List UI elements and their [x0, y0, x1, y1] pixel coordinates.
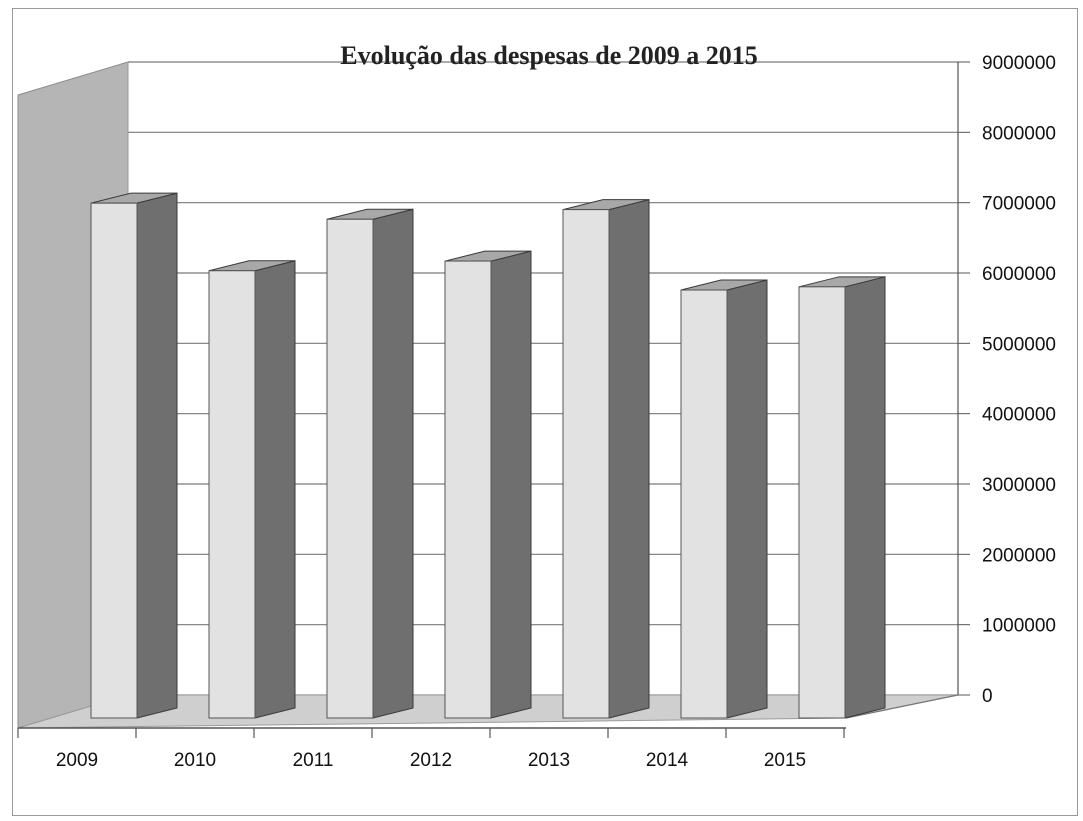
y-tick-label: 6000000 — [982, 264, 1056, 285]
bar-front — [326, 218, 374, 719]
x-tick-label: 2015 — [764, 750, 806, 771]
bar-side — [136, 192, 178, 719]
floor-edge — [845, 694, 959, 719]
bar-side — [844, 276, 886, 719]
bar-front — [208, 270, 256, 719]
bar-front — [444, 260, 492, 719]
bar-side — [372, 208, 414, 719]
bar-front — [562, 209, 610, 719]
y-tick-label: 4000000 — [982, 405, 1056, 426]
y-tick-label: 0 — [982, 686, 993, 707]
bar — [326, 208, 414, 719]
bar — [798, 276, 886, 719]
x-tick-label: 2009 — [56, 750, 98, 771]
bar — [562, 198, 650, 719]
x-tick-label: 2010 — [174, 750, 216, 771]
bar-side — [254, 260, 296, 719]
bar — [444, 250, 532, 719]
bar-front — [798, 286, 846, 719]
bar-front — [680, 289, 728, 719]
bar — [208, 260, 296, 719]
y-tick-label: 8000000 — [982, 123, 1056, 144]
chart-frame — [12, 8, 1078, 816]
y-axis: 0 1000000 2000000 3000000 4000000 5000000 6000… — [957, 53, 1056, 707]
bar-front — [90, 202, 138, 719]
y-tick-label: 9000000 — [982, 53, 1056, 74]
bars — [90, 192, 886, 719]
bar-side — [490, 250, 532, 719]
x-tick-label: 2014 — [646, 750, 689, 771]
x-tick-label: 2013 — [528, 750, 570, 771]
bar — [680, 279, 768, 719]
y-tick-label: 1000000 — [982, 616, 1056, 637]
y-tick-label: 7000000 — [982, 194, 1056, 215]
bar-side — [726, 279, 768, 719]
bar — [90, 192, 178, 719]
chart-title: Evolução das despesas de 2009 a 2015 — [340, 41, 758, 70]
y-tick-label: 5000000 — [982, 334, 1056, 355]
x-axis: 2009 2010 2011 2012 2013 2014 2015 — [17, 728, 845, 771]
x-tick-label: 2012 — [410, 750, 452, 771]
bar-side — [608, 198, 650, 719]
y-tick-label: 3000000 — [982, 475, 1056, 496]
y-tick-label: 2000000 — [982, 545, 1056, 566]
x-tick-label: 2011 — [293, 750, 334, 771]
